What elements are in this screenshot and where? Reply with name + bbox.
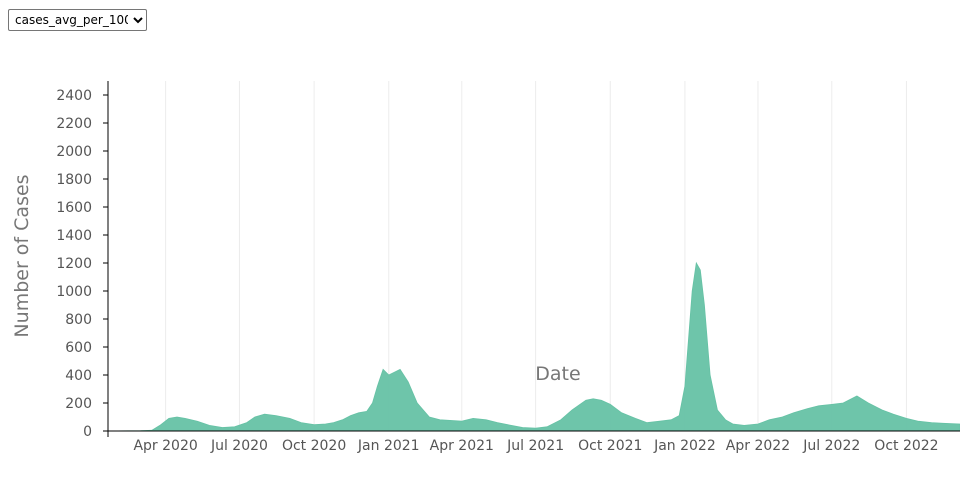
chart-area-layer <box>107 261 960 432</box>
y-tick-label: 1400 <box>56 228 92 244</box>
y-tick-label: 2400 <box>56 88 92 104</box>
y-tick-label: 2200 <box>56 116 92 132</box>
x-tick-label: Jul 2020 <box>210 438 268 454</box>
chart-axes <box>107 81 960 437</box>
x-tick-label: Jan 2021 <box>357 438 420 454</box>
y-tick-label: 800 <box>65 312 92 328</box>
y-tick-label: 0 <box>83 424 92 440</box>
x-axis-title: Date <box>535 363 580 385</box>
y-axis-title: Number of Cases <box>11 174 33 337</box>
x-tick-labels: Apr 2020 Jul 2020 Oct 2020 Jan 2021 Apr 2021… <box>133 438 938 454</box>
y-tick-labels: 0 200 400 600 800 1000 1200 1400 1600 1800 2000 220… <box>56 88 108 440</box>
metric-select[interactable]: cases_avg_per_100 <box>8 9 147 31</box>
y-tick-label: 400 <box>65 368 92 384</box>
x-tick-label: Apr 2021 <box>430 438 494 454</box>
x-tick-label: Apr 2020 <box>133 438 197 454</box>
y-tick-label: 2000 <box>56 144 92 160</box>
y-tick-label: 1600 <box>56 200 92 216</box>
y-tick-label: 1000 <box>56 284 92 300</box>
y-tick-label: 1800 <box>56 172 92 188</box>
x-tick-label: Jul 2021 <box>506 438 564 454</box>
cases-area-series <box>107 261 960 432</box>
x-tick-label: Jan 2022 <box>653 438 716 454</box>
y-tick-label: 600 <box>65 340 92 356</box>
x-tick-label: Oct 2020 <box>282 438 346 454</box>
x-tick-label: Apr 2022 <box>726 438 790 454</box>
y-tick-label: 1200 <box>56 256 92 272</box>
chart-grid <box>165 81 907 431</box>
x-tick-label: Jul 2022 <box>802 438 860 454</box>
x-tick-label: Oct 2022 <box>874 438 938 454</box>
y-tick-label: 200 <box>65 396 92 412</box>
x-tick-label: Oct 2021 <box>578 438 642 454</box>
